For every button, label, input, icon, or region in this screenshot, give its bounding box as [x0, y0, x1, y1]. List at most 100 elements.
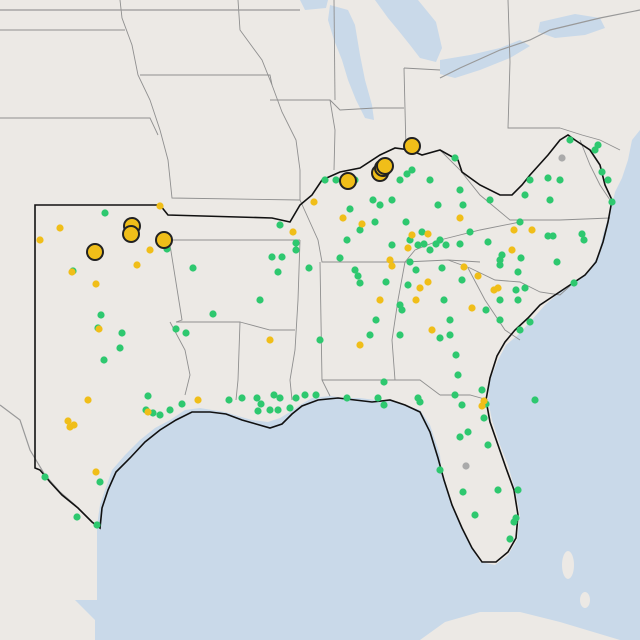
large-yellow-circle-icon[interactable] [155, 231, 173, 249]
green-dot-icon[interactable] [374, 394, 382, 402]
green-dot-icon[interactable] [459, 488, 467, 496]
green-dot-icon[interactable] [496, 316, 504, 324]
green-dot-icon[interactable] [321, 176, 329, 184]
green-dot-icon[interactable] [498, 251, 506, 259]
large-yellow-circle-icon[interactable] [122, 225, 140, 243]
green-dot-icon[interactable] [516, 218, 524, 226]
yellow-dot-icon[interactable] [456, 214, 464, 222]
yellow-dot-icon[interactable] [266, 336, 274, 344]
green-dot-icon[interactable] [172, 325, 180, 333]
green-dot-icon[interactable] [116, 344, 124, 352]
green-dot-icon[interactable] [446, 331, 454, 339]
green-dot-icon[interactable] [343, 394, 351, 402]
green-dot-icon[interactable] [456, 433, 464, 441]
green-dot-icon[interactable] [96, 478, 104, 486]
yellow-dot-icon[interactable] [510, 226, 518, 234]
green-dot-icon[interactable] [456, 240, 464, 248]
green-dot-icon[interactable] [436, 466, 444, 474]
green-dot-icon[interactable] [440, 296, 448, 304]
green-dot-icon[interactable] [253, 394, 261, 402]
green-dot-icon[interactable] [371, 218, 379, 226]
yellow-dot-icon[interactable] [36, 236, 44, 244]
green-dot-icon[interactable] [101, 209, 109, 217]
green-dot-icon[interactable] [396, 331, 404, 339]
green-dot-icon[interactable] [356, 279, 364, 287]
yellow-dot-icon[interactable] [404, 244, 412, 252]
green-dot-icon[interactable] [608, 198, 616, 206]
green-dot-icon[interactable] [274, 406, 282, 414]
green-dot-icon[interactable] [276, 221, 284, 229]
green-dot-icon[interactable] [336, 254, 344, 262]
green-dot-icon[interactable] [478, 386, 486, 394]
yellow-dot-icon[interactable] [474, 272, 482, 280]
green-dot-icon[interactable] [380, 378, 388, 386]
yellow-dot-icon[interactable] [508, 246, 516, 254]
green-dot-icon[interactable] [482, 306, 490, 314]
green-dot-icon[interactable] [408, 166, 416, 174]
green-dot-icon[interactable] [402, 218, 410, 226]
green-dot-icon[interactable] [484, 238, 492, 246]
yellow-dot-icon[interactable] [376, 296, 384, 304]
green-dot-icon[interactable] [506, 535, 514, 543]
yellow-dot-icon[interactable] [156, 202, 164, 210]
green-dot-icon[interactable] [517, 254, 525, 262]
green-dot-icon[interactable] [521, 284, 529, 292]
green-dot-icon[interactable] [480, 414, 488, 422]
large-yellow-circle-icon[interactable] [339, 172, 357, 190]
green-dot-icon[interactable] [604, 176, 612, 184]
green-dot-icon[interactable] [452, 351, 460, 359]
green-dot-icon[interactable] [354, 272, 362, 280]
yellow-dot-icon[interactable] [144, 408, 152, 416]
green-dot-icon[interactable] [418, 228, 426, 236]
green-dot-icon[interactable] [512, 514, 520, 522]
green-dot-icon[interactable] [436, 334, 444, 342]
green-dot-icon[interactable] [416, 398, 424, 406]
yellow-dot-icon[interactable] [460, 263, 468, 271]
green-dot-icon[interactable] [486, 196, 494, 204]
yellow-dot-icon[interactable] [478, 402, 486, 410]
yellow-dot-icon[interactable] [428, 326, 436, 334]
green-dot-icon[interactable] [436, 236, 444, 244]
green-dot-icon[interactable] [496, 296, 504, 304]
green-dot-icon[interactable] [496, 261, 504, 269]
yellow-dot-icon[interactable] [56, 224, 64, 232]
green-dot-icon[interactable] [382, 278, 390, 286]
green-dot-icon[interactable] [189, 264, 197, 272]
green-dot-icon[interactable] [256, 296, 264, 304]
green-dot-icon[interactable] [372, 316, 380, 324]
yellow-dot-icon[interactable] [356, 341, 364, 349]
green-dot-icon[interactable] [546, 196, 554, 204]
green-dot-icon[interactable] [270, 391, 278, 399]
green-dot-icon[interactable] [516, 326, 524, 334]
green-dot-icon[interactable] [144, 392, 152, 400]
green-dot-icon[interactable] [73, 513, 81, 521]
green-dot-icon[interactable] [100, 356, 108, 364]
yellow-dot-icon[interactable] [339, 214, 347, 222]
green-dot-icon[interactable] [278, 253, 286, 261]
yellow-dot-icon[interactable] [528, 226, 536, 234]
green-dot-icon[interactable] [225, 396, 233, 404]
yellow-dot-icon[interactable] [412, 296, 420, 304]
large-yellow-circle-icon[interactable] [86, 243, 104, 261]
green-dot-icon[interactable] [594, 141, 602, 149]
green-dot-icon[interactable] [549, 232, 557, 240]
green-dot-icon[interactable] [526, 318, 534, 326]
green-dot-icon[interactable] [570, 279, 578, 287]
green-dot-icon[interactable] [312, 391, 320, 399]
green-dot-icon[interactable] [257, 400, 265, 408]
green-dot-icon[interactable] [351, 266, 359, 274]
green-dot-icon[interactable] [166, 406, 174, 414]
yellow-dot-icon[interactable] [68, 268, 76, 276]
green-dot-icon[interactable] [274, 268, 282, 276]
green-dot-icon[interactable] [531, 396, 539, 404]
green-dot-icon[interactable] [292, 239, 300, 247]
green-dot-icon[interactable] [521, 191, 529, 199]
green-dot-icon[interactable] [369, 196, 377, 204]
green-dot-icon[interactable] [268, 253, 276, 261]
yellow-dot-icon[interactable] [310, 198, 318, 206]
green-dot-icon[interactable] [526, 176, 534, 184]
green-dot-icon[interactable] [380, 401, 388, 409]
green-dot-icon[interactable] [238, 394, 246, 402]
